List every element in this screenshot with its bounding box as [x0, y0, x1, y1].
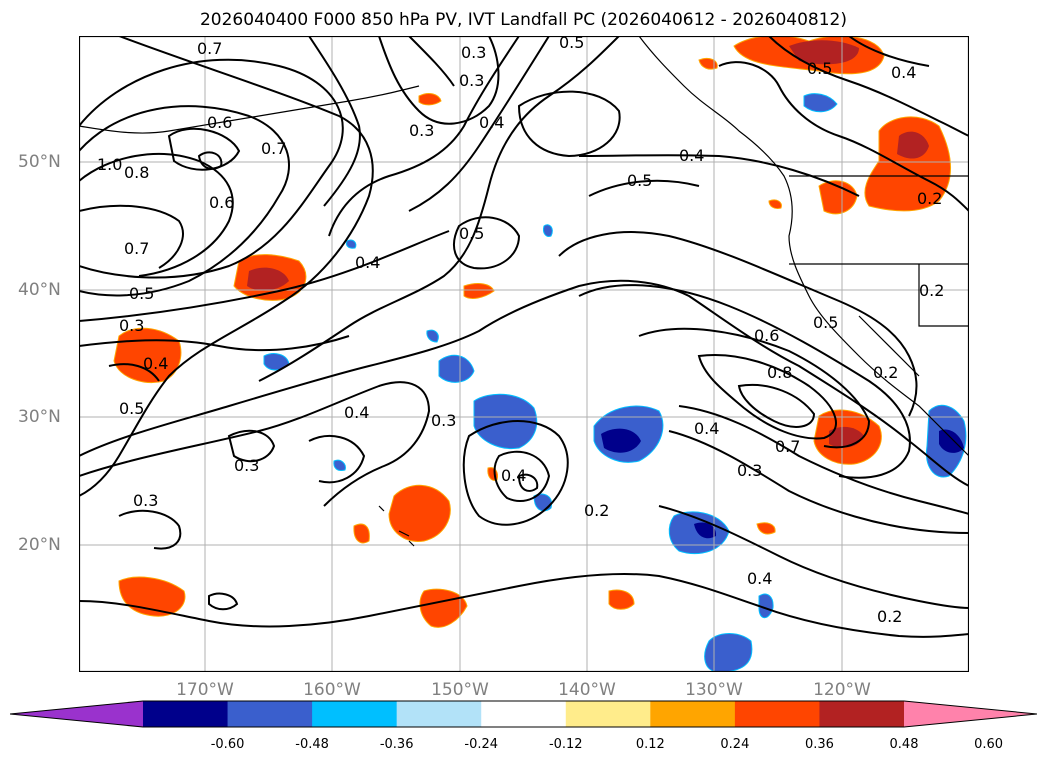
contour-label: 0.2 [877, 607, 902, 626]
lat-label-30n: 30°N [18, 407, 61, 427]
lon-label-150w: 150°W [431, 680, 489, 700]
lat-label-20n: 20°N [18, 535, 61, 555]
ivt-positive-shading [113, 36, 952, 628]
colorbar-segment [650, 701, 736, 727]
contour-label: 0.2 [873, 363, 898, 382]
colorbar-tick-label: 0.36 [804, 737, 834, 752]
contour-label: 0.5 [459, 224, 484, 243]
contour-label: 0.4 [891, 63, 916, 82]
lon-label-170w: 170°W [176, 680, 234, 700]
contour-label: 0.5 [813, 313, 838, 332]
lat-label-40n: 40°N [18, 280, 61, 300]
lon-label-160w: 160°W [303, 680, 361, 700]
contour-label: 0.3 [119, 316, 144, 335]
contour-label: 0.3 [133, 491, 158, 510]
colorbar-segment [481, 701, 567, 727]
map-panel: 0.7 0.6 0.3 0.5 0.3 0.4 0.3 0.7 0.6 0.5 … [79, 36, 969, 672]
contour-label: 0.8 [124, 163, 149, 182]
contour-label: 0.7 [197, 39, 222, 58]
ivt-negative-shading [263, 93, 967, 672]
colorbar-extend-high [904, 701, 1037, 727]
contour-label: 0.8 [767, 363, 792, 382]
colorbar-tick-label: 0.48 [889, 737, 919, 752]
contour-label: 0.5 [627, 171, 652, 190]
contour-label: 0.4 [679, 146, 704, 165]
contour-label: 0.6 [209, 193, 234, 212]
contour-label: 0.3 [431, 411, 456, 430]
contour-label: 0.5 [119, 399, 144, 418]
contour-label: 0.4 [694, 419, 719, 438]
contour-label: 0.3 [737, 461, 762, 480]
colorbar-segment [734, 701, 820, 727]
colorbar-segment [143, 701, 229, 727]
lat-label-50n: 50°N [18, 152, 61, 172]
colorbar-outline [10, 700, 1037, 728]
lon-label-140w: 140°W [558, 680, 616, 700]
lon-label-120w: 120°W [813, 680, 871, 700]
colorbar-tick-label: -0.12 [548, 737, 583, 752]
contour-label: 0.3 [409, 121, 434, 140]
colorbar-tick-label: -0.60 [210, 737, 245, 752]
contour-label: 0.5 [129, 284, 154, 303]
colorbar-tick-label: 0.60 [974, 737, 1004, 752]
contour-label: 0.2 [917, 189, 942, 208]
colorbar-segment [312, 701, 398, 727]
contour-labels: 0.7 0.6 0.3 0.5 0.3 0.4 0.3 0.7 0.6 0.5 … [97, 36, 944, 626]
contour-label: 0.4 [501, 466, 526, 485]
contour-label: 0.2 [919, 281, 944, 300]
colorbar-tick-label: 0.24 [720, 737, 750, 752]
colorbar-segment [227, 701, 313, 727]
colorbar-segment [819, 701, 905, 727]
pv-contours [79, 36, 969, 638]
colorbar-tick-label: -0.24 [464, 737, 499, 752]
contour-label: 0.6 [207, 113, 232, 132]
contour-label: 0.3 [234, 456, 259, 475]
contour-label: 0.3 [459, 71, 484, 90]
contour-label: 0.5 [559, 36, 584, 52]
colorbar-segment [565, 701, 651, 727]
contour-label: 0.7 [775, 437, 800, 456]
colorbar-tick-label: -0.36 [379, 737, 414, 752]
contour-label: 0.4 [479, 113, 504, 132]
colorbar-segment [396, 701, 482, 727]
contour-label: 1.0 [97, 155, 122, 174]
colorbar-tick-label: 0.12 [635, 737, 665, 752]
contour-label: 0.4 [344, 403, 369, 422]
contour-label: 0.2 [584, 501, 609, 520]
graticule [79, 36, 969, 672]
contour-label: 0.6 [754, 326, 779, 345]
map-border [79, 36, 969, 672]
colorbar-tick-label: -0.48 [295, 737, 329, 752]
contour-label: 0.7 [124, 239, 149, 258]
colorbar [10, 700, 1037, 728]
contour-label: 0.4 [355, 253, 380, 272]
colorbar-extend-low [10, 701, 143, 727]
lon-label-130w: 130°W [685, 680, 743, 700]
contour-label: 0.4 [143, 354, 168, 373]
contour-label: 0.7 [261, 139, 286, 158]
map-title: 2026040400 F000 850 hPa PV, IVT Landfall… [199, 10, 847, 30]
contour-label: 0.5 [807, 59, 832, 78]
coastline [79, 36, 969, 547]
contour-label: 0.4 [747, 569, 772, 588]
contour-label: 0.3 [461, 43, 486, 62]
